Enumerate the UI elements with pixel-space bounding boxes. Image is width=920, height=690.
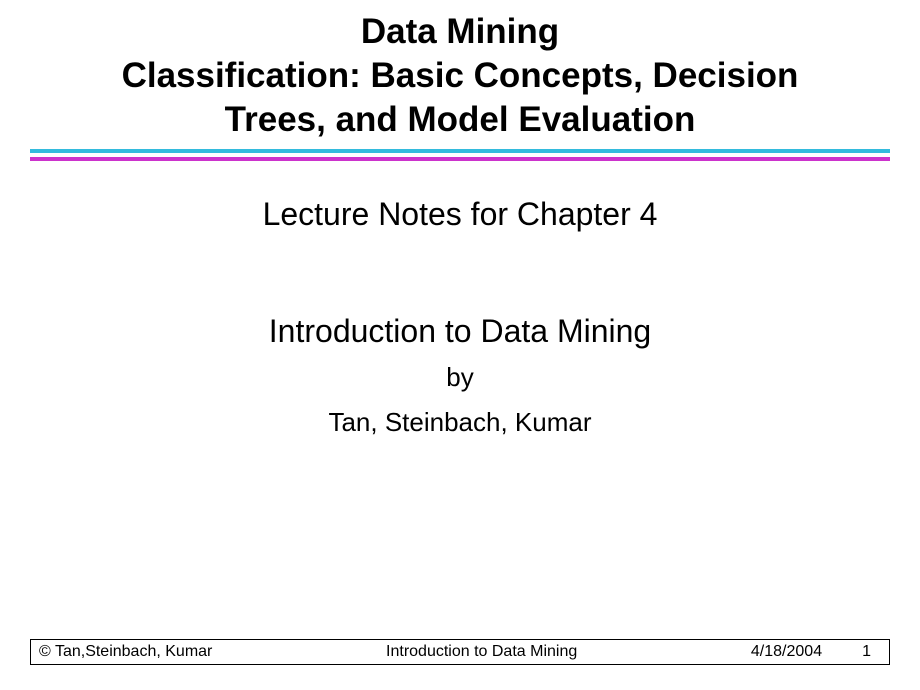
footer-date: 4/18/2004 [751,643,862,661]
slide-title: Data Mining Classification: Basic Concep… [30,10,890,141]
slide-container: Data Mining Classification: Basic Concep… [0,0,920,690]
lecture-notes-text: Lecture Notes for Chapter 4 [30,196,890,233]
footer-page-number: 1 [862,643,881,661]
slide-body: Lecture Notes for Chapter 4 Introduction… [30,196,890,438]
title-divider [30,149,890,161]
divider-bottom-line [30,157,890,161]
title-line-3: Trees, and Model Evaluation [30,98,890,142]
title-line-2: Classification: Basic Concepts, Decision [30,54,890,98]
footer-title: Introduction to Data Mining [212,643,751,661]
title-line-1: Data Mining [30,10,890,54]
intro-text: Introduction to Data Mining [30,313,890,350]
authors-text: Tan, Steinbach, Kumar [30,407,890,438]
slide-footer: © Tan,Steinbach, Kumar Introduction to D… [30,639,890,665]
by-text: by [30,362,890,393]
footer-copyright: © Tan,Steinbach, Kumar [39,643,212,661]
